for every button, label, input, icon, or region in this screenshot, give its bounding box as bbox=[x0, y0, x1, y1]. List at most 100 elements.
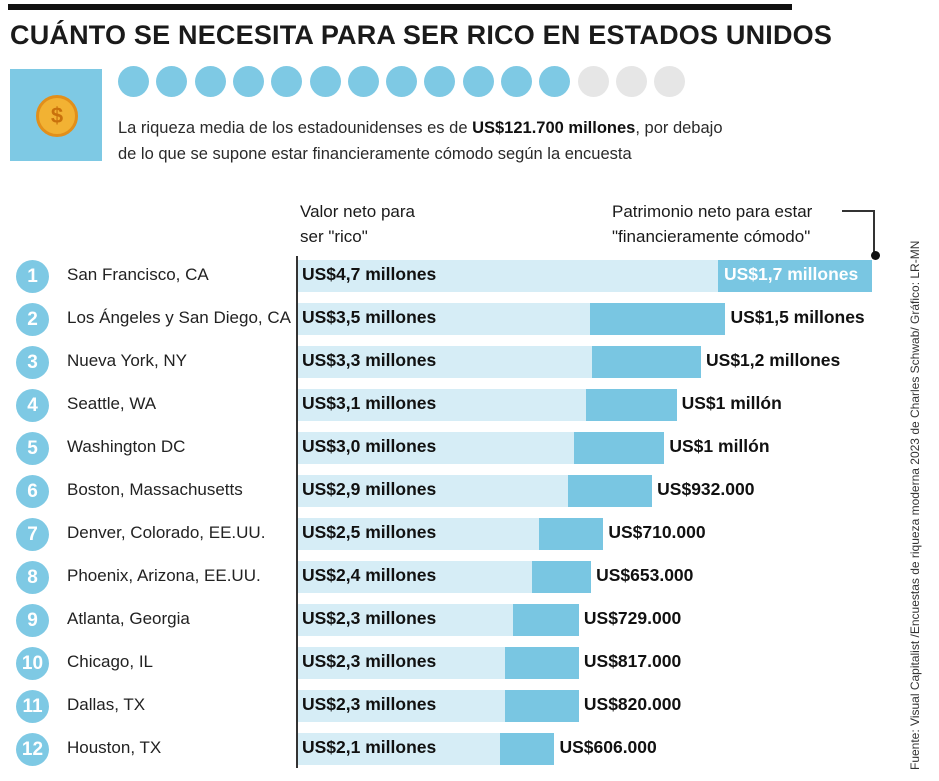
comfortable-bar bbox=[504, 690, 579, 722]
comfortable-bar bbox=[531, 561, 592, 593]
comfortable-bar bbox=[567, 475, 653, 507]
rico-value-label: US$3,3 millones bbox=[302, 350, 437, 370]
filled-dot bbox=[347, 66, 379, 97]
header-rico: Valor neto para ser "rico" bbox=[300, 202, 415, 246]
comfortable-bar bbox=[573, 432, 665, 464]
table-row: 6 Boston, Massachusetts US$2,9 millones US$… bbox=[0, 470, 939, 513]
city-label: Dallas, TX bbox=[67, 695, 146, 714]
city-label: Seattle, WA bbox=[67, 394, 157, 413]
table-row: 7 Denver, Colorado, EE.UU. US$2,5 millones… bbox=[0, 513, 939, 556]
rico-value-label: US$2,4 millones bbox=[302, 565, 437, 585]
header-pointer-bracket bbox=[842, 210, 875, 256]
table-row: 4 Seattle, WA US$3,1 millones US$1 millón bbox=[0, 384, 939, 427]
rank-badge: 2 bbox=[16, 303, 49, 336]
rank-badge: 12 bbox=[16, 733, 49, 766]
table-row: 9 Atlanta, Georgia US$2,3 millones US$729.0… bbox=[0, 599, 939, 642]
rank-badge: 4 bbox=[16, 389, 49, 422]
empty-dot bbox=[577, 66, 609, 97]
rank-badge: 1 bbox=[16, 260, 49, 293]
rank-badge: 11 bbox=[16, 690, 49, 723]
comfortable-bar bbox=[512, 604, 579, 636]
city-label: Phoenix, Arizona, EE.UU. bbox=[67, 566, 261, 585]
empty-dot bbox=[654, 66, 686, 97]
comfortable-bar bbox=[718, 260, 872, 292]
comfortable-value-label: US$1 millón bbox=[681, 393, 782, 413]
table-row: 10 Chicago, IL US$2,3 millones US$817.000 bbox=[0, 642, 939, 685]
city-label: San Francisco, CA bbox=[67, 265, 209, 284]
summary-highlight: US$121.700 millones bbox=[472, 119, 636, 137]
coin-panel: $ bbox=[10, 69, 102, 161]
rank-badge: 9 bbox=[16, 604, 49, 637]
rico-value-label: US$3,0 millones bbox=[302, 436, 437, 456]
city-label: Los Ángeles y San Diego, CA bbox=[67, 308, 291, 327]
city-label: Nueva York, NY bbox=[67, 351, 188, 370]
source-note: Fuente: Visual Capitalist /Encuestas de … bbox=[908, 240, 922, 770]
comfortable-value-label: US$1,2 millones bbox=[706, 350, 841, 370]
comfortable-bar bbox=[586, 389, 677, 421]
rank-badge: 6 bbox=[16, 475, 49, 508]
rico-value-label: US$2,3 millones bbox=[302, 651, 437, 671]
header-comfortable: Patrimonio neto para estar "financieramen… bbox=[612, 202, 813, 246]
city-label: Denver, Colorado, EE.UU. bbox=[67, 523, 266, 542]
rico-value-label: US$2,1 millones bbox=[302, 737, 437, 757]
table-row: 8 Phoenix, Arizona, EE.UU. US$2,4 millones… bbox=[0, 556, 939, 599]
table-row: 3 Nueva York, NY US$3,3 millones US$1,2 mil… bbox=[0, 341, 939, 384]
rico-value-label: US$2,3 millones bbox=[302, 694, 437, 714]
rank-badge: 10 bbox=[16, 647, 49, 680]
table-row: 11 Dallas, TX US$2,3 millones US$820.000 bbox=[0, 685, 939, 728]
comfortable-bar bbox=[539, 518, 604, 550]
filled-dot bbox=[424, 66, 456, 97]
chart-title: CUÁNTO SE NECESITA PARA SER RICO EN ESTA… bbox=[10, 20, 833, 50]
comfortable-bar bbox=[592, 346, 702, 378]
filled-dot bbox=[462, 66, 494, 97]
comfortable-bar bbox=[589, 303, 726, 335]
rank-badge: 8 bbox=[16, 561, 49, 594]
filled-dot bbox=[194, 66, 226, 97]
rico-value-label: US$3,5 millones bbox=[302, 307, 437, 327]
table-row: 2 Los Ángeles y San Diego, CA US$3,5 millo… bbox=[0, 298, 939, 341]
filled-dot bbox=[232, 66, 264, 97]
table-row: 1 San Francisco, CA US$4,7 millones US$1,7 … bbox=[0, 255, 939, 298]
rank-badge: 3 bbox=[16, 346, 49, 379]
city-label: Houston, TX bbox=[67, 738, 162, 757]
comfortable-value-label: US$606.000 bbox=[559, 737, 657, 757]
dollar-coin-icon: $ bbox=[36, 95, 78, 137]
filled-dot bbox=[156, 66, 188, 97]
comfortable-value-label: US$653.000 bbox=[596, 565, 694, 585]
filled-dot bbox=[501, 66, 532, 97]
city-label: Atlanta, Georgia bbox=[67, 609, 190, 628]
comfortable-value-label: US$1,5 millones bbox=[730, 307, 865, 327]
table-row: 12 Houston, TX US$2,1 millones US$606.000 bbox=[0, 728, 939, 771]
comfortable-value-label: US$817.000 bbox=[583, 651, 682, 671]
comfortable-value-label: US$932.000 bbox=[657, 479, 755, 499]
filled-dot bbox=[118, 66, 149, 97]
rico-value-label: US$3,1 millones bbox=[302, 393, 437, 413]
comfortable-value-label: US$1,7 millones bbox=[724, 264, 859, 284]
filled-dot bbox=[539, 66, 571, 97]
summary-text-before: La riqueza media de los estadounidenses … bbox=[118, 119, 473, 137]
comfortable-value-label: US$1 millón bbox=[669, 436, 770, 456]
city-label: Chicago, IL bbox=[67, 652, 153, 671]
rico-value-label: US$2,9 millones bbox=[302, 479, 437, 499]
rico-value-label: US$2,5 millones bbox=[302, 522, 437, 542]
comfortable-value-label: US$710.000 bbox=[608, 522, 706, 542]
rank-badge: 5 bbox=[16, 432, 49, 465]
comfortable-bar bbox=[504, 647, 579, 679]
table-row: 5 Washington DC US$3,0 millones US$1 millón bbox=[0, 427, 939, 470]
rank-badge: 7 bbox=[16, 518, 49, 551]
empty-dot bbox=[615, 66, 647, 97]
city-label: Washington DC bbox=[67, 437, 186, 456]
comfortable-value-label: US$729.000 bbox=[583, 608, 682, 628]
rico-value-label: US$2,3 millones bbox=[302, 608, 437, 628]
comfortable-value-label: US$820.000 bbox=[583, 694, 682, 714]
filled-dot bbox=[271, 66, 303, 97]
top-rule bbox=[8, 4, 792, 10]
comfortable-bar bbox=[499, 733, 555, 765]
header-pointer-dot bbox=[871, 251, 880, 260]
rico-value-label: US$4,7 millones bbox=[302, 264, 437, 284]
filled-dot bbox=[386, 66, 418, 97]
summary-text: La riqueza media de los estadounidenses … bbox=[118, 115, 738, 167]
city-label: Boston, Massachusetts bbox=[67, 480, 243, 499]
axis-line bbox=[296, 256, 298, 768]
filled-dot bbox=[309, 66, 341, 97]
